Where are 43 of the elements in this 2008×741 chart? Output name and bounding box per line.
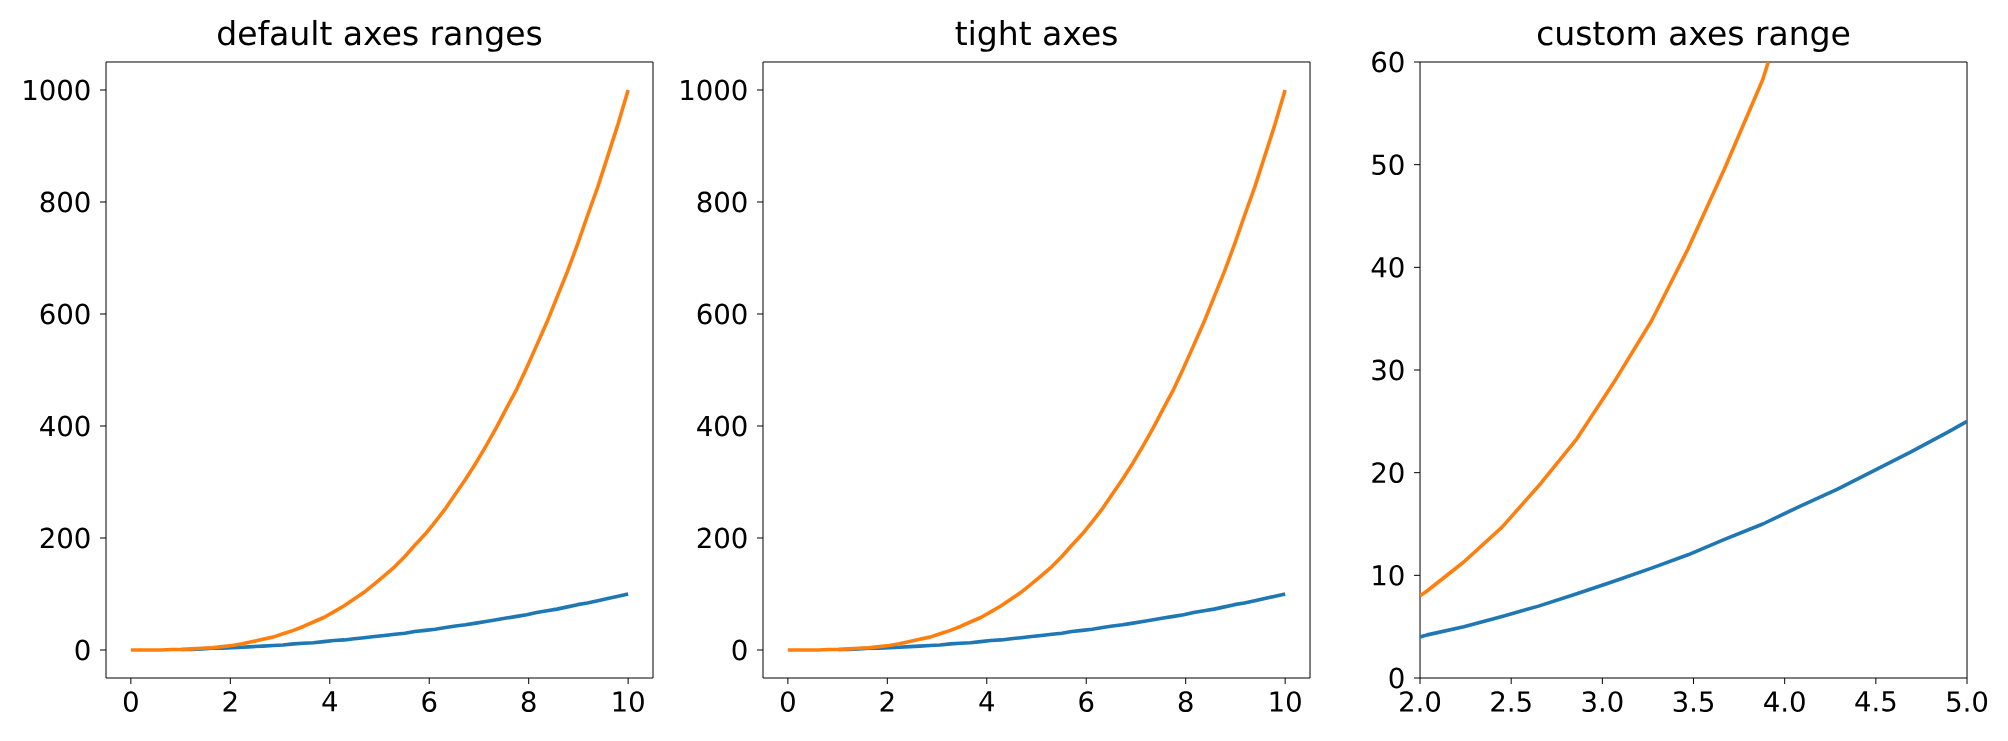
x-tick-label: 2.0 [1400, 691, 1441, 712]
chart-title: tight axes [955, 19, 1117, 52]
y-tick-label: 0 [75, 639, 90, 661]
x-tick-label: 4.5 [1855, 691, 1896, 712]
x-tick-label: 2 [880, 691, 894, 712]
x-tick-label: 0 [780, 691, 795, 712]
x-tick-label: 4 [979, 691, 994, 712]
x-tick-label: 3.5 [1673, 691, 1713, 712]
x-tick-label: 3.0 [1582, 691, 1623, 712]
y-tick-label: 60 [1372, 51, 1404, 73]
y-tick-label: 200 [40, 527, 90, 549]
y-tick-label: 30 [1372, 359, 1404, 381]
x-tick-label: 4.0 [1764, 691, 1805, 712]
y-tick-label: 400 [40, 415, 90, 437]
line-series [1420, 62, 1771, 598]
chart-title: default axes ranges [218, 19, 542, 52]
y-tick-label: 0 [732, 639, 747, 661]
line-series [1420, 419, 1968, 639]
y-tick-label: 40 [1371, 256, 1404, 278]
y-tick-label: 800 [40, 191, 90, 213]
chart-title: custom axes range [1538, 21, 1850, 52]
x-tick-label: 4 [322, 691, 337, 712]
y-tick-label: 1000 [24, 79, 90, 101]
x-tick-label: 10 [1270, 691, 1301, 712]
y-tick-label: 800 [697, 191, 747, 213]
x-tick-label: 2.5 [1491, 691, 1531, 712]
x-tick-label: 5.0 [1947, 691, 1988, 712]
y-tick-label: 600 [40, 303, 90, 325]
x-tick-label: 8 [1178, 691, 1193, 712]
x-tick-label: 6 [422, 691, 437, 712]
x-tick-label: 10 [613, 691, 644, 712]
x-tick-label: 8 [521, 691, 536, 712]
x-tick-label: 0 [123, 691, 138, 712]
y-tick-label: 600 [697, 303, 747, 325]
y-tick-label: 20 [1372, 462, 1404, 484]
y-tick-label: 0 [1389, 667, 1404, 689]
x-tick-label: 6 [1079, 691, 1094, 712]
y-tick-label: 200 [697, 527, 747, 549]
y-tick-label: 400 [697, 415, 747, 437]
y-tick-label: 1000 [681, 79, 747, 101]
y-tick-label: 50 [1372, 154, 1404, 176]
y-tick-label: 10 [1373, 564, 1404, 586]
x-tick-label: 2 [223, 691, 237, 712]
